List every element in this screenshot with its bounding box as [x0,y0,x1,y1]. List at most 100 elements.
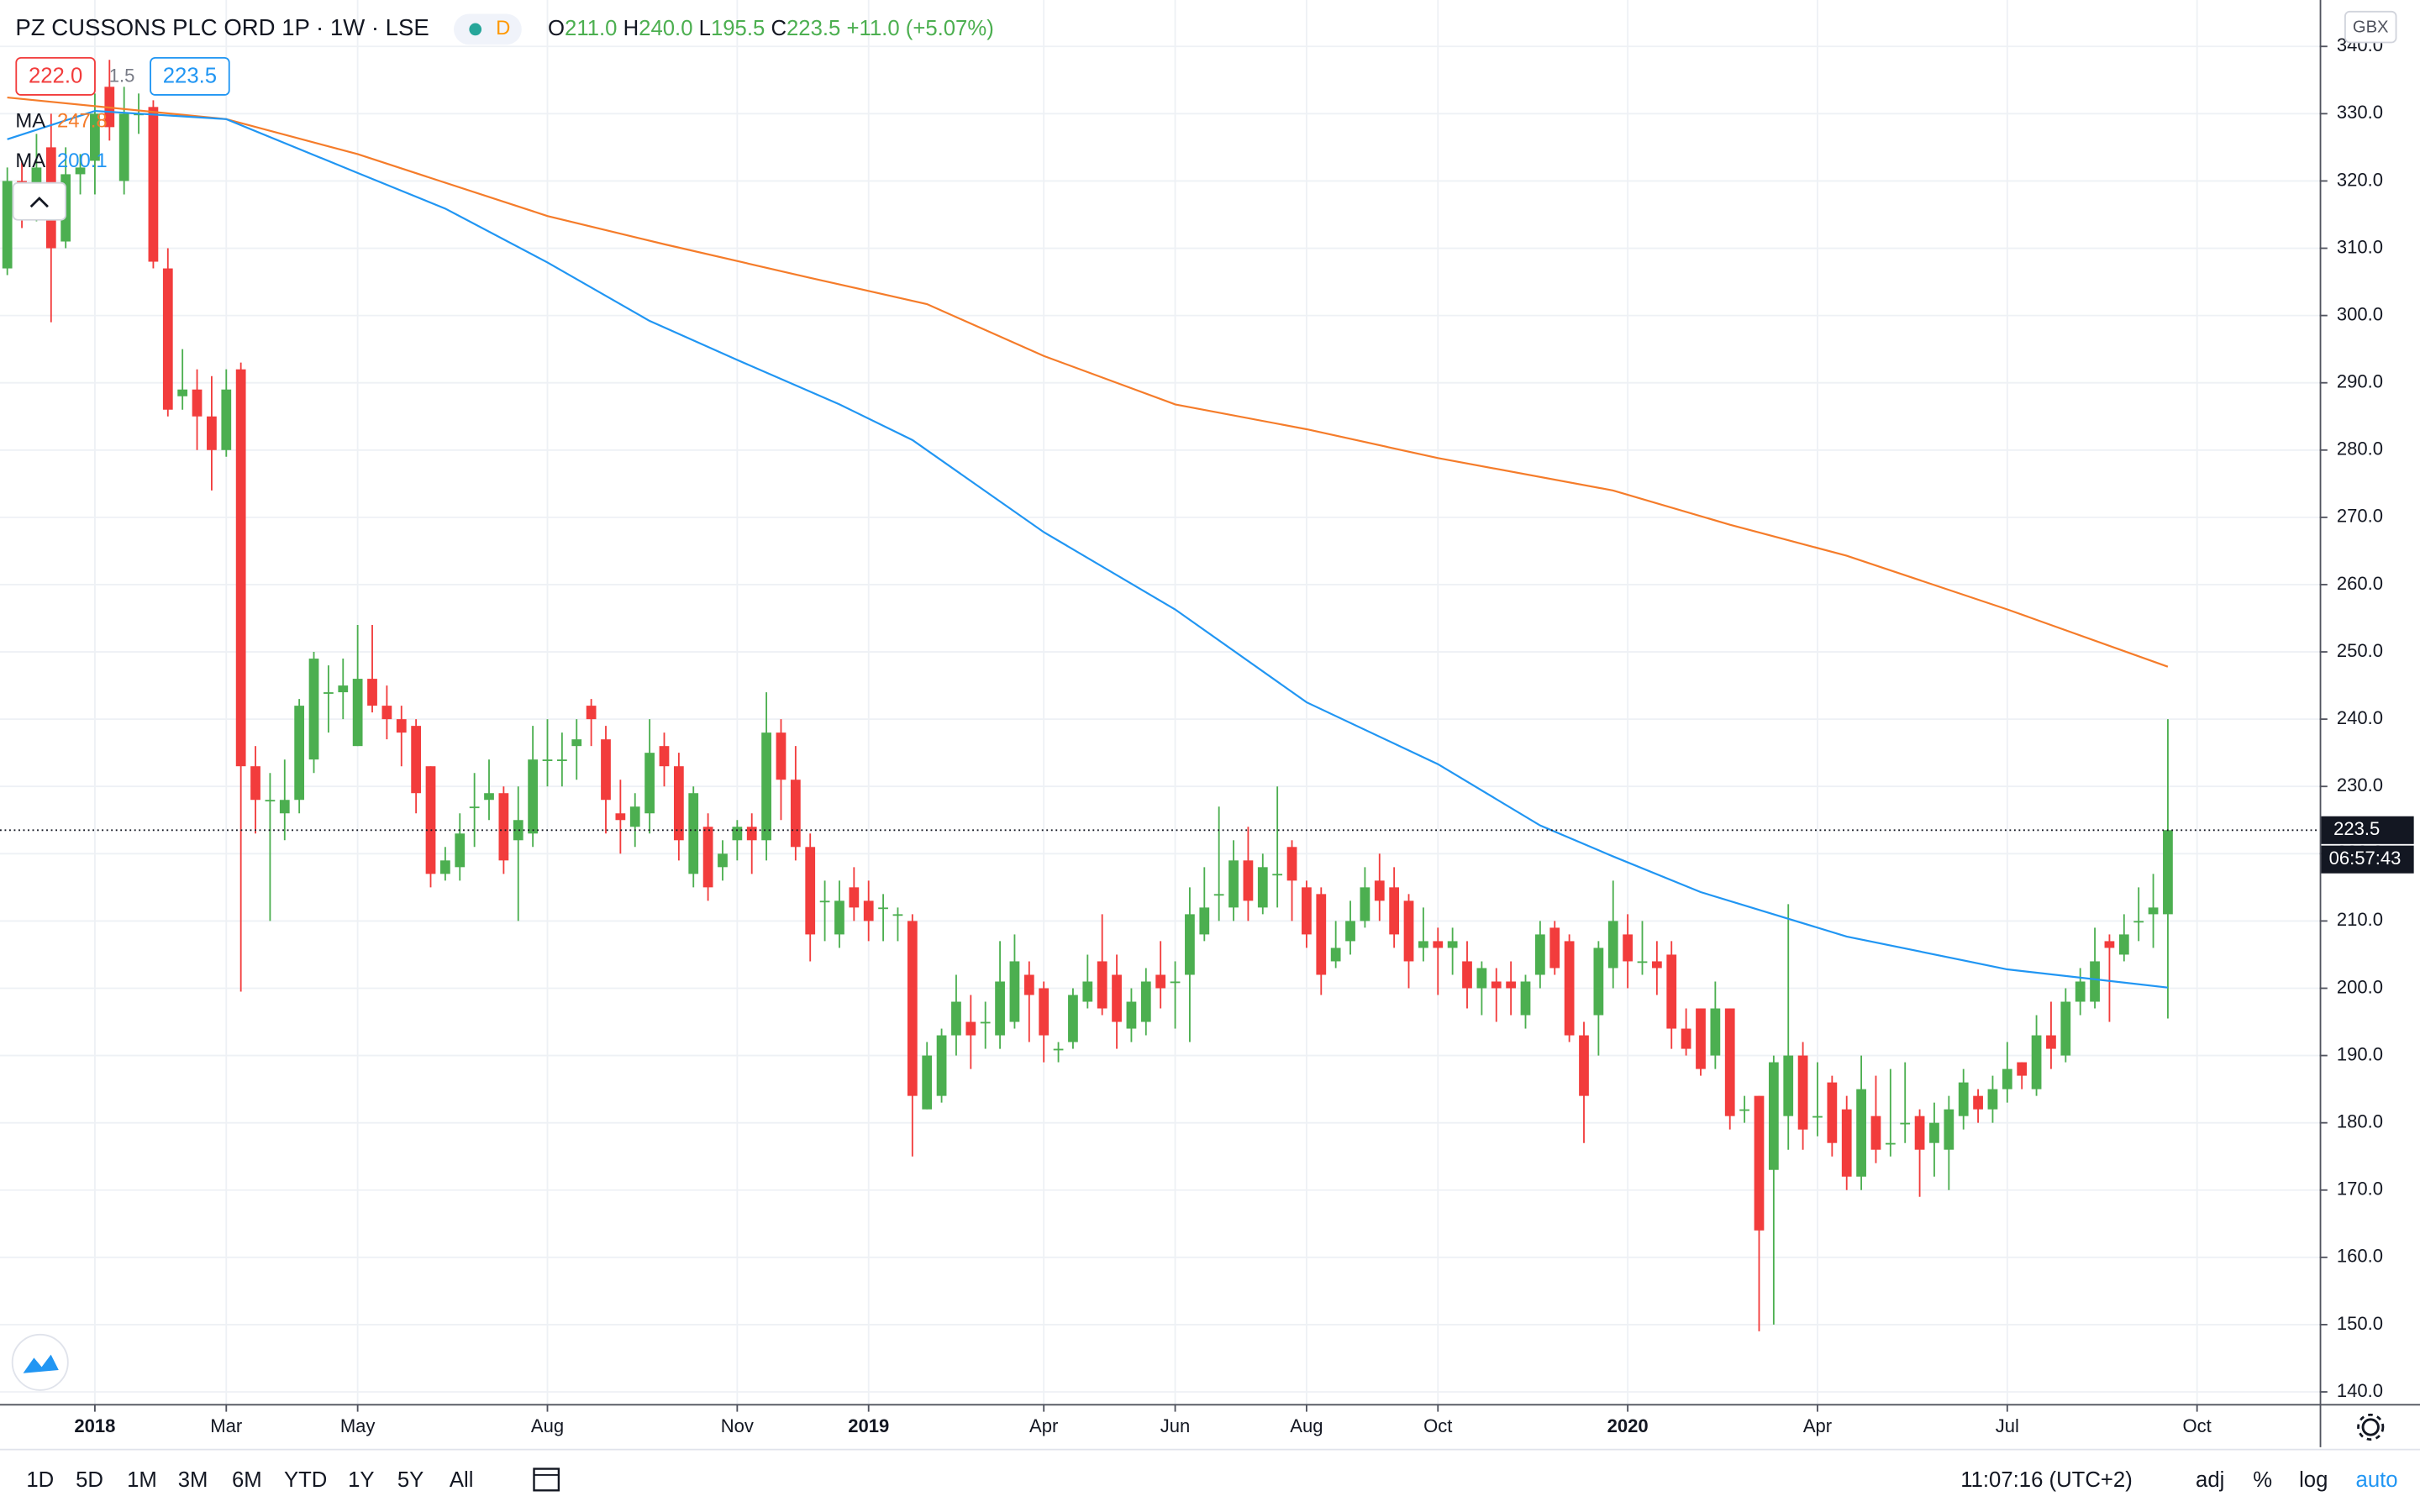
candle-body [702,827,713,888]
ask-box[interactable] [150,56,230,96]
y-tick-label: 150.0 [2337,1313,2383,1334]
ohlc-key: H [623,17,639,40]
badge-background [454,13,522,45]
ma-name: MA [15,150,45,172]
candle-body [2046,1035,2056,1049]
bid-box[interactable] [15,56,96,96]
market-status-dot [469,23,482,36]
candle-body [718,853,728,868]
range-button[interactable]: 1Y [348,1468,374,1492]
candle-body [688,793,699,874]
candle-body [207,416,217,450]
candle-body [396,719,407,733]
x-tick-label: Oct [1423,1415,1452,1436]
range-button[interactable]: 5Y [397,1468,424,1492]
range-button[interactable]: 6M [232,1468,262,1492]
bid-price: 222.0 [29,65,82,88]
candle-body [265,800,276,802]
candle-body [1447,941,1458,948]
candle-body [1112,974,1122,1022]
candle-body [1651,961,1662,969]
countdown-label: 06:57:43 [2329,848,2402,869]
candle-body [1097,961,1107,1009]
candle-body [892,914,903,916]
candle-body [469,806,480,809]
candle-body [1302,887,1312,935]
candle-body [1039,988,1050,1036]
candle-body [1360,887,1370,921]
x-tick-label: Aug [1290,1415,1323,1436]
candle-body [1476,968,1487,989]
scale-option[interactable]: auto [2356,1468,2398,1492]
candle-body [1827,1082,1838,1143]
candle-body [1607,921,1618,969]
candle-body [294,706,305,801]
scale-option[interactable]: adj [2196,1468,2224,1492]
candle-body [922,1055,933,1110]
candle-body [1185,914,1195,975]
range-button[interactable]: YTD [284,1468,327,1492]
candle-body [951,1001,961,1036]
candle-body [2,181,13,269]
x-tick-label: 2020 [1607,1415,1649,1436]
ohlc-value: 223.5 [786,17,840,40]
candle-body [1082,981,1093,1002]
y-tick-label: 270.0 [2337,506,2383,527]
candle-body [586,706,597,720]
candle-body [1286,847,1297,881]
candle-body [1433,941,1444,948]
date-range-button[interactable] [533,1467,560,1492]
candle-body [90,113,100,161]
candle-body [1155,974,1166,989]
settings-button[interactable] [2357,1413,2385,1441]
candle-body [936,1035,947,1096]
candle-body [2090,961,2100,1002]
candle-body [601,739,611,801]
range-button[interactable]: 1D [26,1468,54,1492]
gear-icon [2361,1418,2380,1436]
candle-body [1768,1062,1779,1170]
x-tick-label: Jul [1996,1415,2019,1436]
candle-body [2017,1062,2028,1076]
y-tick-label: 280.0 [2337,438,2383,459]
candle-body [1579,1035,1589,1096]
x-tick-label: Mar [210,1415,242,1436]
collapse-legend-button[interactable] [12,181,66,221]
candle-body [1491,981,1502,989]
candle-body [367,679,377,706]
candle-body [1213,894,1224,896]
candle-body [2118,934,2129,955]
bid-ask: 222.0 1.5 223.5 [15,56,230,96]
candle-body [308,659,319,760]
candle-body [1126,1001,1137,1029]
clock[interactable]: 11:07:16 (UTC+2) [1960,1468,2133,1492]
y-tick-label: 190.0 [2337,1043,2383,1064]
candle-body [498,793,509,861]
candle-body [2031,1035,2042,1089]
candle-body [177,389,188,396]
ohlc-value: 240.0 [639,17,692,40]
logo-circle [11,1333,69,1391]
candle-body [1549,927,1560,969]
range-button[interactable]: 5D [76,1468,103,1492]
candle-body [907,921,918,1096]
calendar-icon [533,1467,560,1492]
candle-body [221,389,232,450]
candle-body [455,833,466,868]
range-button[interactable]: 1M [127,1468,157,1492]
candle-body [1009,961,1020,1022]
ohlc-key: O [548,17,565,40]
range-button[interactable]: 3M [178,1468,208,1492]
spread: 1.5 [109,66,135,87]
candle-body [863,900,874,921]
symbol-title: PZ CUSSONS PLC ORD 1P · 1W · LSE [15,14,429,40]
scale-option[interactable]: % [2253,1468,2272,1492]
candle-body [2060,1001,2071,1056]
scale-option[interactable]: log [2299,1468,2328,1492]
logo [11,1333,69,1391]
candle-body [819,900,830,903]
candle-body [1506,981,1517,989]
ask-price: 223.5 [163,65,217,88]
x-tick-label: 2019 [848,1415,889,1436]
range-button[interactable]: All [450,1468,474,1492]
